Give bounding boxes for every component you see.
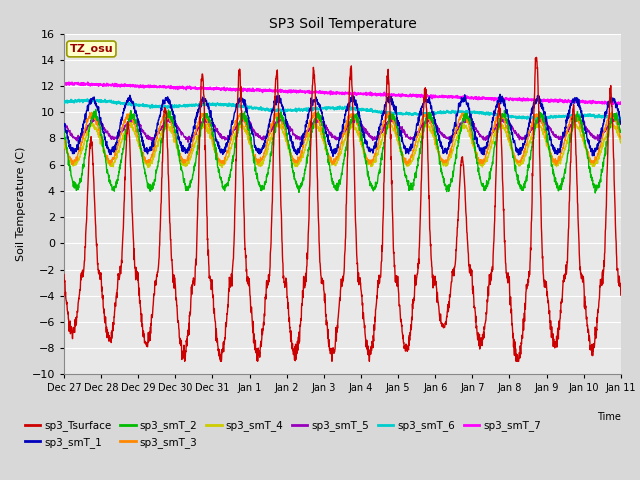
- Title: SP3 Soil Temperature: SP3 Soil Temperature: [269, 17, 416, 31]
- Text: Time: Time: [597, 412, 621, 422]
- Text: TZ_osu: TZ_osu: [70, 44, 113, 54]
- Legend: sp3_Tsurface, sp3_smT_1, sp3_smT_2, sp3_smT_3, sp3_smT_4, sp3_smT_5, sp3_smT_6, : sp3_Tsurface, sp3_smT_1, sp3_smT_2, sp3_…: [25, 420, 541, 447]
- Y-axis label: Soil Temperature (C): Soil Temperature (C): [16, 147, 26, 261]
